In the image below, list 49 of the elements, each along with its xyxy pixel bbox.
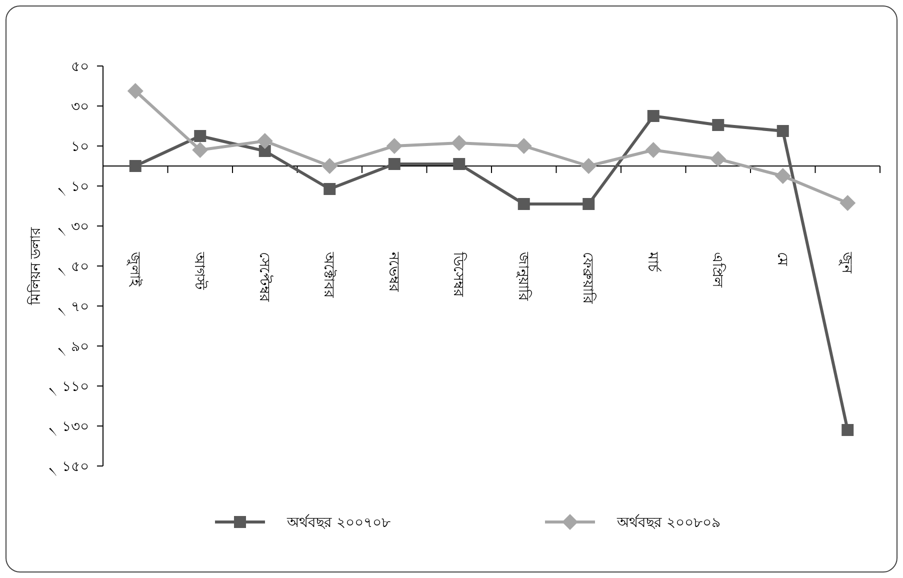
y-tick-label: ৲ ১৩০: [48, 419, 89, 436]
y-tick-label: ৲ ১০: [58, 179, 89, 196]
x-tick-label: সেপ্টেম্বর: [256, 252, 273, 302]
point: [647, 110, 660, 122]
legend-label: অর্থবছর ২০০৭০৮: [286, 514, 390, 531]
y-axis-title: মিলিয়ন ডলার: [27, 226, 44, 306]
point: [127, 83, 144, 99]
y-tick-label: ৲ ৯০: [58, 339, 89, 356]
point: [712, 119, 724, 131]
point: [256, 133, 273, 149]
point: [840, 195, 856, 211]
point: [451, 135, 468, 151]
point: [776, 125, 789, 137]
point: [516, 138, 532, 154]
x-tick-label: মার্চ: [644, 251, 662, 272]
x-tick-label: জুন: [838, 251, 855, 274]
point: [774, 168, 791, 184]
point: [194, 130, 206, 142]
x-tick-label: এপ্রিল: [709, 252, 726, 288]
y-tick-label: ৫০: [71, 59, 89, 75]
point: [192, 142, 208, 158]
point: [580, 158, 597, 174]
point: [582, 198, 595, 210]
x-tick-label: মে: [774, 252, 790, 266]
y-tick-label: ৲ ১১০: [48, 379, 89, 396]
point: [518, 198, 530, 210]
y-tick-label: ৩০: [71, 99, 89, 115]
y-tick-label: ১০: [71, 139, 89, 155]
point: [645, 142, 662, 158]
x-tick-label: অক্টোবর: [320, 251, 337, 298]
x-tick-label: জানুয়ারি: [514, 251, 532, 301]
y-tick-label: ৲ ৩০: [58, 219, 89, 236]
x-tick-label: জুলাই: [126, 251, 144, 287]
point: [322, 158, 338, 174]
point: [710, 151, 726, 167]
x-tick-label: আগস্ট: [191, 251, 208, 290]
x-tick-label: ফেব্রুয়ারি: [580, 252, 597, 304]
y-tick-label: ৲ ৫০: [58, 259, 89, 276]
point: [842, 424, 854, 436]
point: [453, 158, 466, 170]
point: [386, 138, 402, 154]
point: [129, 160, 142, 172]
x-tick-label: নভেম্বর: [385, 251, 402, 292]
point: [388, 158, 400, 170]
x-tick-label: ডিসেম্বর: [450, 251, 468, 297]
point: [324, 183, 336, 195]
y-tick-label: ৲ ৭০: [58, 299, 89, 316]
y-tick-label: ৲ ১৫০: [48, 459, 89, 476]
legend-label: অর্থবছর ২০০৮০৯: [616, 514, 720, 531]
